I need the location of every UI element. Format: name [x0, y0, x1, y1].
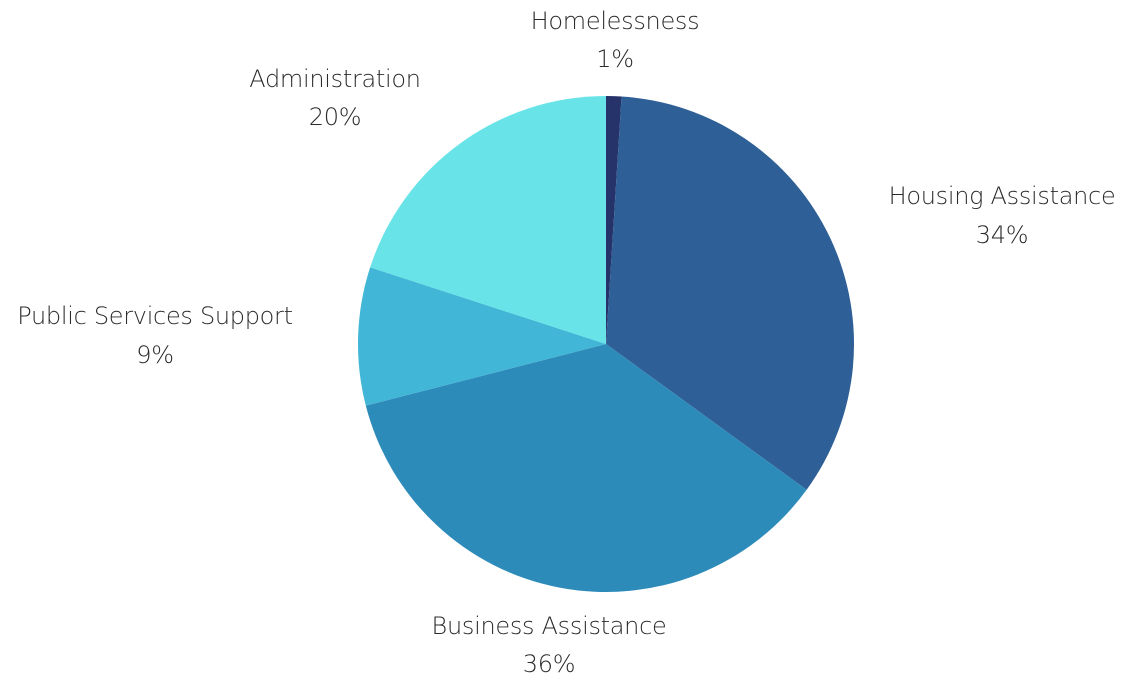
slice-label-name: Homelessness	[531, 7, 700, 35]
pie-slices	[357, 96, 855, 593]
label-homelessness: Homelessness 1%	[531, 7, 700, 73]
label-business-assistance: Business Assistance 36%	[432, 612, 667, 677]
slice-public-services-support	[357, 267, 606, 406]
slice-label-name: Public Services Support	[17, 302, 292, 330]
slice-label-percent: 36%	[523, 650, 575, 677]
pie-labels: Homelessness 1% Housing Assistance 34% Busin…	[17, 7, 1115, 677]
slice-housing-assistance	[606, 96, 855, 490]
label-administration: Administration 20%	[249, 65, 421, 131]
label-housing-assistance: Housing Assistance 34%	[889, 182, 1116, 249]
slice-label-percent: 9%	[136, 341, 173, 369]
slice-administration	[370, 96, 606, 344]
slice-label-name: Administration	[249, 65, 420, 93]
slice-label-percent: 1%	[596, 45, 633, 73]
slice-label-percent: 34%	[976, 221, 1028, 249]
slice-label-name: Business Assistance	[432, 612, 667, 640]
label-public-services-support: Public Services Support 9%	[17, 302, 293, 369]
slice-homelessness	[606, 96, 622, 344]
slice-label-percent: 20%	[309, 103, 361, 131]
slice-business-assistance	[365, 344, 807, 593]
slice-label-name: Housing Assistance	[889, 182, 1116, 210]
